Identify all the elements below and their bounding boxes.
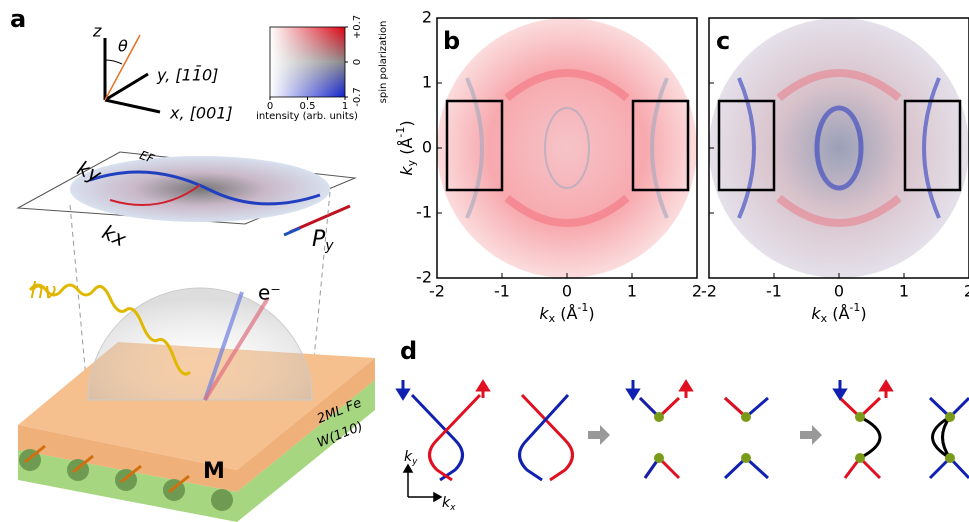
y-axis-label-part: (Å [397, 138, 416, 160]
process-arrows [588, 425, 822, 445]
y-axis-label-part: -1 [394, 127, 407, 138]
colorbar-label: intensity (arb. units) [256, 111, 358, 122]
moments [24, 444, 190, 494]
map-feature [465, 77, 669, 219]
y-axis-label-part: ) [397, 120, 416, 126]
band-nodes [654, 412, 955, 463]
ky-label: ky [404, 449, 418, 467]
x-axis-label-part: ) [860, 304, 866, 323]
colorbar-tick-label: 0.5 [300, 101, 316, 112]
ef-label: EF [138, 148, 157, 166]
theta: θ [118, 37, 128, 56]
y-tick-label: 1 [422, 73, 432, 92]
roi-box [717, 99, 776, 192]
spin-arrow [283, 226, 301, 237]
theta-arc [104, 59, 123, 65]
kx-label: kx [99, 220, 131, 252]
k-axes [402, 463, 443, 503]
x-axis-label-part: (Å [827, 304, 849, 323]
py-base: P [312, 227, 326, 252]
m-label: M [203, 459, 225, 484]
x-axis-label-part: -1 [577, 301, 588, 314]
axis-y: y, [11̄0] [156, 66, 218, 85]
momentum-map [437, 18, 697, 278]
x-axis-label-part: k [539, 304, 549, 323]
x-axis-label-part: x [821, 312, 828, 325]
y-tick-label: 2 [422, 8, 432, 27]
y-axis-label-part: y [405, 159, 418, 166]
emission-dome [87, 287, 313, 401]
x-axis-label: kx (Å-1) [811, 301, 866, 325]
ky-sub: y [411, 457, 418, 467]
roi-box [631, 99, 690, 192]
kx-label: kx [442, 495, 456, 513]
x-axis-label-part: ) [588, 304, 594, 323]
band-contour [109, 184, 201, 206]
x-tick-label: 1 [627, 282, 637, 301]
fe-layer [18, 425, 237, 492]
x-axis-label-part: -1 [849, 301, 860, 314]
x-axis-label-part: (Å [555, 304, 577, 323]
x-tick-label: -1 [766, 282, 782, 301]
electron-red [203, 296, 270, 402]
theta-line [104, 34, 141, 101]
colorbar-tick-label: -0.7 [352, 87, 363, 107]
spin-arrow [289, 204, 351, 234]
panel-label: c [716, 27, 730, 55]
hnu-label: hν [30, 279, 56, 304]
x-axis-label-part: k [811, 304, 821, 323]
x-tick-label: 2 [964, 282, 969, 301]
py-label: Py [312, 227, 334, 254]
x-tick-label: 1 [899, 282, 909, 301]
roi-box [445, 99, 504, 192]
py-sub: y [324, 238, 334, 254]
y-axis-label-part: k [397, 166, 416, 176]
map-feature [737, 77, 941, 219]
x-tick-label: -1 [494, 282, 510, 301]
coordinate-frame [103, 38, 161, 114]
map-feature [544, 107, 590, 189]
axis-z: z [92, 22, 102, 41]
electron-label: e⁻ [258, 281, 281, 305]
x-tick-label: -2 [429, 282, 445, 301]
roi-box [903, 99, 962, 192]
panel-label: b [443, 27, 460, 55]
map-feature [814, 105, 864, 191]
x-tick-label: 0 [834, 282, 844, 301]
w-layer [237, 380, 375, 522]
colorbar-tick-label: 1 [342, 101, 348, 112]
x-axis-label-part: x [549, 312, 556, 325]
y-axis-label: ky (Å-1) [394, 120, 418, 175]
band-contour [89, 170, 321, 206]
y-tick-label: -2 [416, 268, 432, 287]
fermi-surface [70, 156, 330, 222]
y-tick-label: 0 [422, 138, 432, 157]
panel-label: d [400, 337, 417, 365]
fe-layer [237, 358, 375, 492]
spin-markers [395, 379, 894, 401]
kx-base: k [442, 495, 451, 511]
colorbar-tick-label: +0.7 [352, 15, 363, 39]
colorbar-frame [269, 26, 346, 98]
map-feature [504, 69, 630, 227]
colorbar-tick-label: 0 [267, 101, 273, 112]
x-tick-label: 0 [562, 282, 572, 301]
axis-x: x, [001] [169, 104, 233, 123]
x-tick-label: 2 [692, 282, 702, 301]
colorbar-label: spin polarization [378, 21, 389, 104]
map-feature [776, 69, 902, 227]
y-tick-label: -1 [416, 203, 432, 222]
electron-blue [203, 291, 244, 401]
panel-label: a [10, 5, 26, 33]
momentum-map [709, 18, 969, 278]
kx-sub: x [449, 503, 456, 513]
photon [28, 283, 192, 376]
colorbar-tick-label: 0 [352, 59, 363, 65]
band-diagrams [410, 393, 969, 482]
x-tick-label: -2 [701, 282, 717, 301]
x-axis-label: kx (Å-1) [539, 301, 594, 325]
ky-base: k [404, 449, 413, 465]
